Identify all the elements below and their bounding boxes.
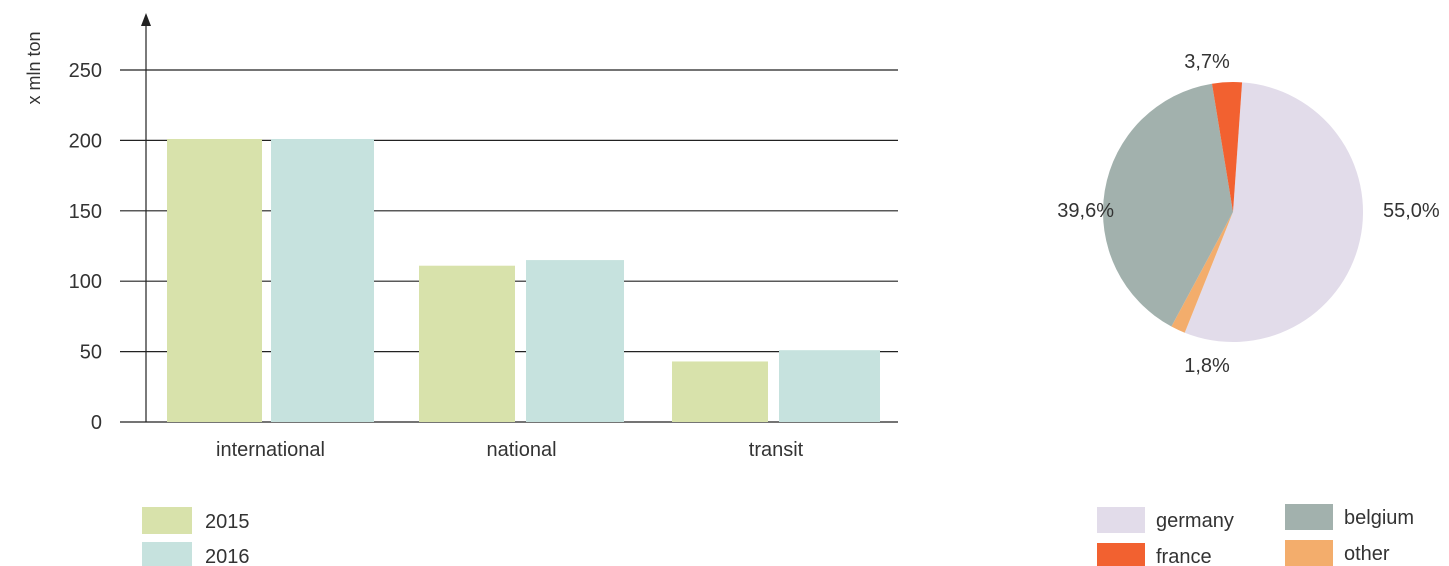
y-axis-label: x mln ton [24,31,44,104]
legend-swatch-germany [1097,507,1145,533]
y-tick-label: 150 [69,201,102,223]
bar-2016-international [271,138,374,422]
x-category-label: national [486,439,556,461]
pie-slice-label: 39,6% [1057,200,1114,222]
pie-slice-other [1171,212,1233,333]
bar-2015-international [167,138,262,422]
bar-2015-transit [672,361,768,422]
pie-slice-belgium [1102,83,1233,327]
pie-chart: 55,0% 1,8% 39,6% 3,7% germany belgium france ot… [1057,51,1440,566]
pie-slice-france [1211,82,1243,213]
y-axis-arrow-icon [141,13,151,26]
x-category-label: international [216,439,325,461]
bar-chart: 0 50 100 150 200 250 x mln ton international nat… [24,13,898,566]
y-tick-label: 50 [80,342,102,364]
bar-2016-national [526,260,624,422]
y-tick-label: 0 [91,412,102,434]
legend-label: germany [1156,510,1234,532]
pie-slice-label: 55,0% [1383,200,1440,222]
y-tick-label: 200 [69,130,102,152]
legend-label: france [1156,546,1212,566]
pie-slice-germany [1184,82,1364,343]
x-category-label: transit [749,439,804,461]
legend-label: other [1344,543,1390,565]
legend-swatch-2016 [142,542,192,566]
pie-slice-label: 1,8% [1184,355,1230,377]
legend-label: 2016 [205,546,250,566]
y-tick-label: 250 [69,60,102,82]
bar-2015-national [419,265,515,422]
y-tick-label: 100 [69,271,102,293]
legend-label: 2015 [205,511,250,533]
legend-swatch-belgium [1285,504,1333,530]
legend-swatch-2015 [142,507,192,534]
legend-label: belgium [1344,507,1414,529]
legend-swatch-france [1097,543,1145,566]
pie-slice-label: 3,7% [1184,51,1230,73]
legend-swatch-other [1285,540,1333,566]
bar-2016-transit [779,350,880,422]
